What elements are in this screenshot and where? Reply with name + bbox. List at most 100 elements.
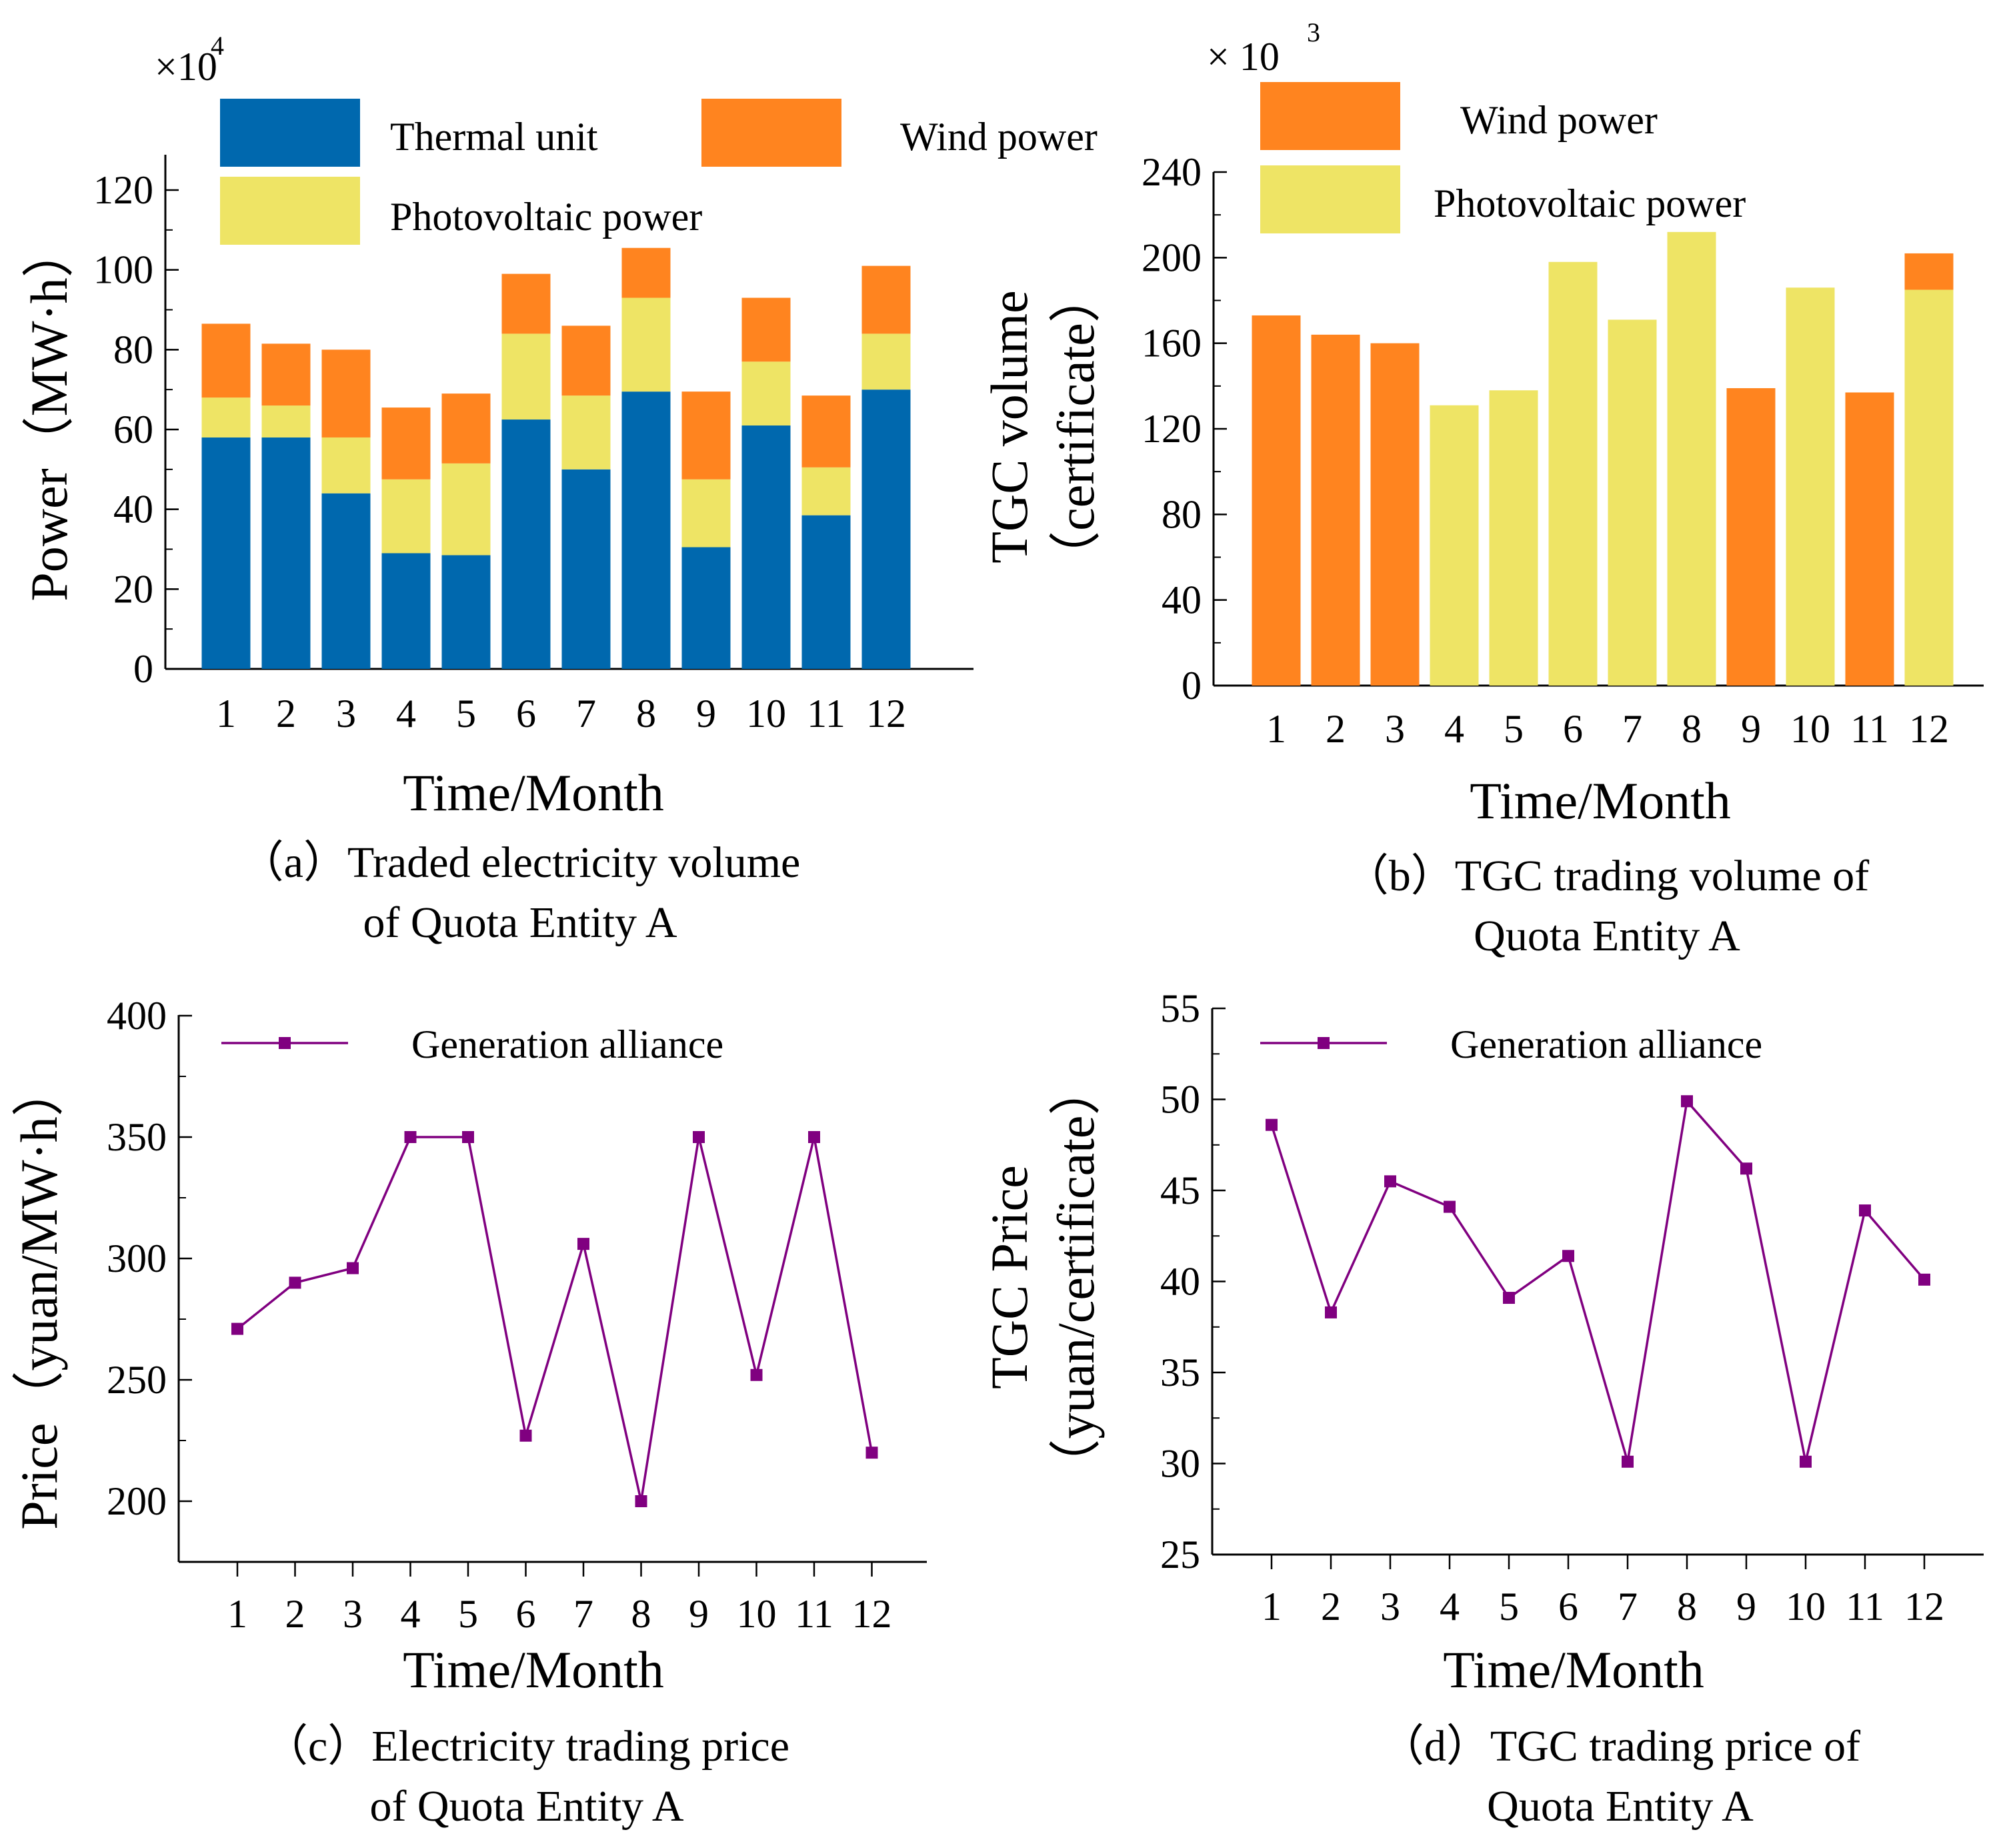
bar-thermal: [621, 391, 671, 669]
x-tick-label: 2: [285, 1592, 305, 1636]
bar-pv: [1430, 405, 1479, 686]
y-tick-label: 50: [1160, 1078, 1200, 1122]
y-tick-label: 120: [1142, 407, 1202, 451]
data-point-marker: [693, 1131, 705, 1143]
bar-thermal: [261, 437, 311, 669]
bar-thermal: [741, 425, 791, 669]
y-tick-label: 100: [93, 248, 153, 292]
bar-wind: [1311, 334, 1360, 686]
y-tick-label: 20: [113, 567, 153, 611]
data-point-marker: [1681, 1095, 1693, 1108]
legend-marker: [1318, 1037, 1330, 1049]
bar-wind: [1252, 315, 1301, 686]
caption-line: of Quota Entity A: [369, 1782, 683, 1831]
data-point-marker: [1266, 1118, 1278, 1131]
data-point-marker: [404, 1131, 417, 1143]
y-axis-title: （yuan/certificate）: [1047, 1063, 1105, 1491]
data-point-marker: [1918, 1273, 1930, 1286]
bar-wind: [1904, 253, 1954, 290]
legend-swatch-thermal: [220, 99, 360, 167]
bar-wind: [861, 265, 911, 334]
bar-thermal: [501, 419, 551, 669]
y-tick-label: 30: [1160, 1442, 1200, 1486]
legend-marker: [279, 1037, 291, 1049]
legend-swatch-pv: [1260, 165, 1400, 233]
x-tick-label: 1: [227, 1592, 247, 1636]
legend-label: Photovoltaic power: [1434, 181, 1746, 225]
x-tick-label: 5: [1504, 707, 1524, 751]
bar-wind: [741, 297, 791, 362]
x-tick-label: 3: [343, 1592, 363, 1636]
x-tick-label: 6: [1558, 1585, 1578, 1629]
y-tick-label: 250: [107, 1358, 167, 1402]
x-axis-title: Time/Month: [403, 1641, 664, 1699]
bar-wind: [201, 323, 251, 398]
data-point-marker: [1562, 1250, 1574, 1262]
y-axis-title: Power（MW·h）: [20, 225, 78, 601]
bar-thermal: [861, 389, 911, 669]
bar-thermal: [801, 515, 851, 669]
x-tick-label: 2: [276, 692, 296, 736]
x-tick-label: 9: [689, 1592, 709, 1636]
x-tick-label: 8: [1677, 1585, 1697, 1629]
y-tick-label: 0: [133, 647, 153, 691]
data-point-marker: [1325, 1306, 1337, 1318]
bar-thermal: [321, 493, 371, 669]
x-tick-label: 11: [807, 692, 845, 736]
bar-pv: [621, 297, 671, 392]
x-axis-title: Time/Month: [1470, 772, 1731, 830]
x-tick-label: 1: [1262, 1585, 1282, 1629]
caption-line: （d）TGC trading price of: [1380, 1722, 1860, 1771]
data-point-marker: [1622, 1455, 1634, 1468]
y-tick-label: 55: [1160, 986, 1200, 1030]
data-point-marker: [750, 1368, 763, 1381]
data-point-marker: [289, 1276, 301, 1289]
bar-pv: [1904, 289, 1954, 686]
y-multiplier-exponent: 4: [211, 31, 224, 61]
y-axis-title: TGC volume: [980, 290, 1038, 563]
caption-line: （a）Traded electricity volume: [240, 838, 801, 887]
bar-thermal: [561, 469, 611, 669]
bar-pv: [261, 405, 311, 437]
caption-line: （b）TGC trading volume of: [1345, 852, 1869, 900]
bar-pv: [501, 333, 551, 420]
caption-line: Quota Entity A: [1487, 1782, 1754, 1831]
bar-pv: [681, 479, 731, 548]
data-point-marker: [1740, 1162, 1752, 1175]
data-point-marker: [1384, 1175, 1396, 1188]
bar-thermal: [381, 553, 431, 669]
bar-pv: [201, 397, 251, 437]
series-line: [236, 1136, 873, 1502]
y-tick-label: 25: [1160, 1533, 1200, 1577]
x-tick-label: 4: [401, 1592, 421, 1636]
x-tick-label: 6: [516, 692, 536, 736]
bar-wind: [1726, 388, 1776, 686]
legend-label: Thermal unit: [390, 115, 598, 159]
bar-wind: [261, 343, 311, 406]
x-tick-label: 3: [1380, 1585, 1400, 1629]
bar-wind: [561, 325, 611, 396]
bar-pv: [441, 463, 491, 556]
x-tick-label: 7: [576, 692, 596, 736]
y-multiplier: × 10: [1207, 35, 1280, 79]
bar-pv: [1489, 390, 1538, 686]
y-axis-title: Price（yuan/MW·h）: [10, 1064, 68, 1530]
data-point-marker: [808, 1131, 820, 1143]
data-point-marker: [519, 1429, 532, 1442]
x-tick-label: 12: [866, 692, 906, 736]
x-tick-label: 6: [516, 1592, 536, 1636]
bar-pv: [1667, 231, 1716, 686]
bar-wind: [801, 395, 851, 468]
bar-wind: [501, 273, 551, 334]
data-point-marker: [231, 1322, 243, 1335]
x-tick-label: 12: [852, 1592, 892, 1636]
x-tick-label: 11: [795, 1592, 833, 1636]
y-axis-title: TGC Price: [980, 1165, 1038, 1389]
bar-wind: [1370, 343, 1420, 686]
legend-label: Wind power: [900, 115, 1098, 159]
x-tick-label: 4: [1440, 1585, 1460, 1629]
